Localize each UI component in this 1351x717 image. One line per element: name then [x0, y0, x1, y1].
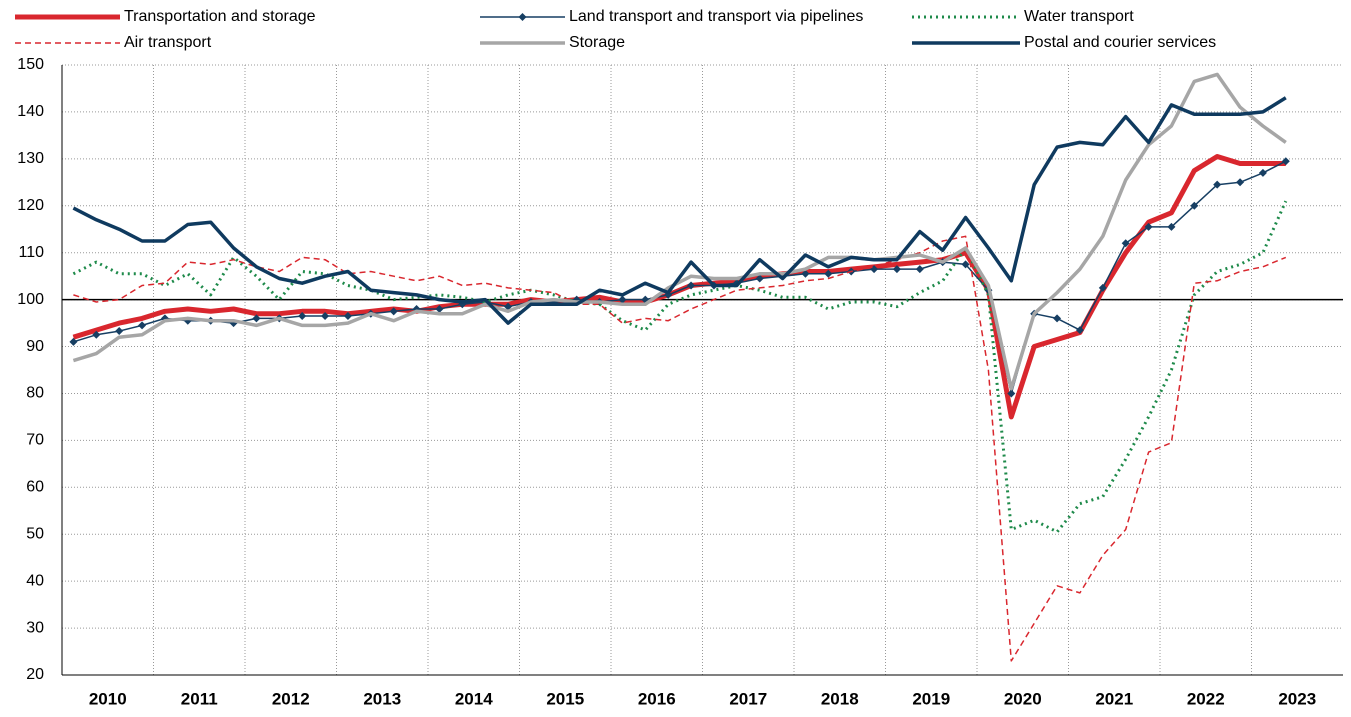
marker [915, 265, 924, 274]
x-tick-label: 2011 [181, 689, 218, 708]
y-tick-label: 130 [17, 150, 44, 167]
y-tick-label: 20 [26, 666, 44, 683]
x-tick-label: 2020 [1004, 689, 1042, 708]
marker [618, 295, 627, 304]
legend-marker [518, 13, 527, 21]
y-tick-label: 70 [26, 432, 44, 449]
legend-label: Water transport [1024, 8, 1134, 25]
x-tick-label: 2019 [912, 689, 950, 708]
marker [115, 327, 124, 336]
x-tick-label: 2022 [1187, 689, 1225, 708]
x-tick-label: 2013 [363, 689, 401, 708]
marker [1167, 222, 1176, 231]
legend-label: Postal and courier services [1024, 34, 1216, 51]
marker [824, 269, 833, 278]
legend-label: Air transport [124, 34, 212, 51]
x-tick-label: 2014 [455, 689, 493, 708]
y-tick-label: 120 [17, 197, 44, 214]
y-tick-label: 40 [26, 572, 44, 589]
marker [252, 314, 261, 323]
y-tick-label: 110 [18, 244, 44, 261]
marker [1007, 389, 1016, 398]
legend-label: Land transport and transport via pipelin… [569, 8, 863, 25]
series-line [73, 235, 1287, 662]
y-tick-label: 150 [17, 56, 44, 73]
marker [1121, 239, 1130, 248]
x-tick-label: 2018 [821, 689, 859, 708]
x-tick-label: 2012 [272, 689, 310, 708]
y-tick-label: 50 [26, 525, 44, 542]
marker [892, 265, 901, 274]
x-tick-label: 2015 [546, 689, 584, 708]
x-tick-label: 2016 [638, 689, 676, 708]
marker [321, 312, 330, 321]
marker [1213, 180, 1222, 189]
marker [435, 305, 444, 313]
marker [687, 281, 696, 290]
series-line [72, 200, 1288, 534]
marker [92, 330, 101, 339]
x-tick-label: 2017 [729, 689, 767, 708]
marker [1236, 178, 1245, 187]
legend-label: Storage [569, 34, 625, 51]
marker [1053, 314, 1062, 323]
marker [1075, 326, 1084, 335]
marker [1258, 168, 1267, 177]
marker [1190, 201, 1199, 210]
marker [961, 260, 970, 269]
y-tick-label: 80 [26, 385, 44, 402]
x-tick-label: 2021 [1095, 689, 1133, 708]
x-tick-label: 2023 [1278, 689, 1316, 708]
y-tick-label: 90 [26, 338, 44, 355]
y-tick-label: 30 [26, 619, 44, 636]
y-tick-label: 60 [26, 479, 44, 496]
marker [801, 269, 810, 278]
marker [138, 321, 147, 330]
legend-label: Transportation and storage [124, 8, 316, 25]
x-tick-label: 2010 [89, 689, 127, 708]
marker [298, 312, 307, 321]
series-line [72, 72, 1287, 391]
marker [389, 307, 398, 316]
y-tick-label: 140 [17, 103, 44, 120]
y-tick-label: 100 [17, 291, 44, 308]
marker [1281, 157, 1290, 166]
marker [1098, 283, 1107, 292]
marker [343, 312, 352, 321]
marker [1144, 222, 1153, 231]
marker [755, 274, 764, 283]
marker [69, 337, 78, 346]
series-line [72, 96, 1287, 325]
